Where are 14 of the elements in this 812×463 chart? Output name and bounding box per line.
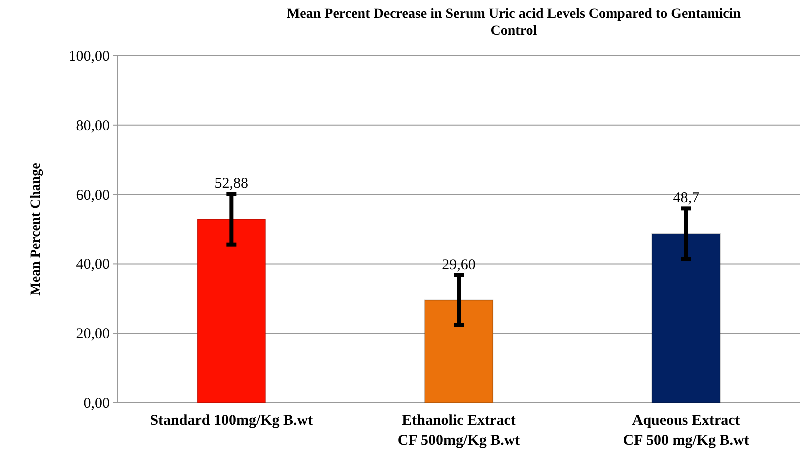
chart-title: Mean Percent Decrease in Serum Uric acid Levels Compared to Gentamicin Control	[286, 7, 742, 39]
y-tick-label: 0,00	[84, 396, 110, 412]
y-axis-title: Mean Percent Change	[29, 163, 44, 296]
y-tick-label: 40,00	[76, 257, 110, 274]
y-tick-label: 100,00	[68, 49, 110, 65]
data-label: 52,88	[214, 176, 249, 192]
data-label: 48,7	[673, 190, 700, 207]
x-tick-label: Standard 100mg/Kg B.wt	[150, 413, 314, 429]
y-tick-label: 20,00	[76, 326, 110, 343]
x-tick-label: Ethanolic Extract CF 500mg/Kg B.wt	[398, 413, 520, 449]
x-tick-label: Aqueous Extract CF 500 mg/Kg B.wt	[623, 413, 750, 449]
y-tick-label: 60,00	[76, 188, 110, 204]
data-label: 29,60	[442, 257, 476, 274]
y-tick-label: 80,00	[76, 118, 110, 134]
